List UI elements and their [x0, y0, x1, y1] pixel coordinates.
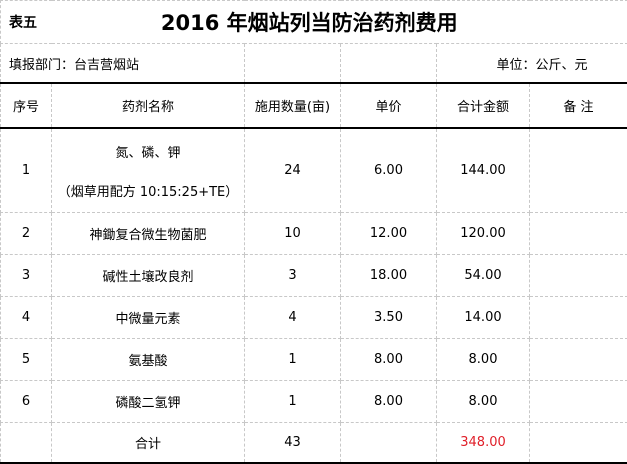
cell-name: 碱性土壤改良剂 — [52, 255, 245, 297]
cell-note — [530, 213, 627, 255]
header-amount: 合计金额 — [437, 83, 530, 128]
cell-name: 磷酸二氢钾 — [52, 381, 245, 423]
cell-qty: 1 — [245, 381, 341, 423]
table-row: 2 神鋤复合微生物菌肥 10 12.00 120.00 — [1, 213, 627, 255]
total-amount: 348.00 — [437, 423, 530, 464]
table-row: 3 碱性土壤改良剂 3 18.00 54.00 — [1, 255, 627, 297]
cell-name: 中微量元素 — [52, 297, 245, 339]
cell-note — [530, 381, 627, 423]
cell-no: 6 — [1, 381, 52, 423]
table-row: 6 磷酸二氢钾 1 8.00 8.00 — [1, 381, 627, 423]
name-line2: （烟草用配方 10:15:25+TE） — [52, 181, 244, 200]
cell-price: 8.00 — [341, 339, 437, 381]
cell-qty: 4 — [245, 297, 341, 339]
dept-row: 填报部门：台吉营烟站 单位：公斤、元 — [1, 44, 627, 84]
total-row: 合计 43 348.00 — [1, 423, 627, 464]
cell-qty: 10 — [245, 213, 341, 255]
cell-price: 6.00 — [341, 128, 437, 213]
cell-note — [530, 339, 627, 381]
cell-qty: 3 — [245, 255, 341, 297]
dept-label: 填报部门：台吉营烟站 — [1, 44, 245, 84]
cell-note — [530, 128, 627, 213]
cell-name: 神鋤复合微生物菌肥 — [52, 213, 245, 255]
cell-note — [530, 255, 627, 297]
cell-note — [530, 297, 627, 339]
header-price: 单价 — [341, 83, 437, 128]
cell-qty: 1 — [245, 339, 341, 381]
cell-name: 氨基酸 — [52, 339, 245, 381]
cell-price: 18.00 — [341, 255, 437, 297]
cell-amount: 8.00 — [437, 339, 530, 381]
header-row: 序号 药剂名称 施用数量(亩) 单价 合计金额 备 注 — [1, 83, 627, 128]
cell-no: 3 — [1, 255, 52, 297]
cell-amount: 8.00 — [437, 381, 530, 423]
total-label: 合计 — [52, 423, 245, 464]
header-qty: 施用数量(亩) — [245, 83, 341, 128]
cell-no: 2 — [1, 213, 52, 255]
cell-price: 8.00 — [341, 381, 437, 423]
cell-no: 1 — [1, 128, 52, 213]
cell-amount: 144.00 — [437, 128, 530, 213]
total-qty: 43 — [245, 423, 341, 464]
cell-amount: 14.00 — [437, 297, 530, 339]
cell-price: 3.50 — [341, 297, 437, 339]
empty-cell — [1, 423, 52, 464]
header-name: 药剂名称 — [52, 83, 245, 128]
empty-cell — [341, 423, 437, 464]
table-row: 1 氮、磷、钾 （烟草用配方 10:15:25+TE） 24 6.00 144.… — [1, 128, 627, 213]
table-row: 4 中微量元素 4 3.50 14.00 — [1, 297, 627, 339]
empty-cell — [341, 44, 437, 84]
cell-name: 氮、磷、钾 （烟草用配方 10:15:25+TE） — [52, 128, 245, 213]
empty-cell — [530, 423, 627, 464]
cell-no: 5 — [1, 339, 52, 381]
empty-cell — [245, 44, 341, 84]
page-title: 2016 年烟站列当防治药剂费用 — [52, 1, 627, 44]
cell-amount: 120.00 — [437, 213, 530, 255]
cell-amount: 54.00 — [437, 255, 530, 297]
table-tag: 表五 — [1, 1, 52, 44]
header-note: 备 注 — [530, 83, 627, 128]
name-line1: 氮、磷、钾 — [115, 146, 180, 161]
unit-label: 单位：公斤、元 — [437, 44, 627, 84]
title-row: 表五 2016 年烟站列当防治药剂费用 — [1, 1, 627, 44]
cell-qty: 24 — [245, 128, 341, 213]
cell-no: 4 — [1, 297, 52, 339]
header-no: 序号 — [1, 83, 52, 128]
table-row: 5 氨基酸 1 8.00 8.00 — [1, 339, 627, 381]
cell-price: 12.00 — [341, 213, 437, 255]
